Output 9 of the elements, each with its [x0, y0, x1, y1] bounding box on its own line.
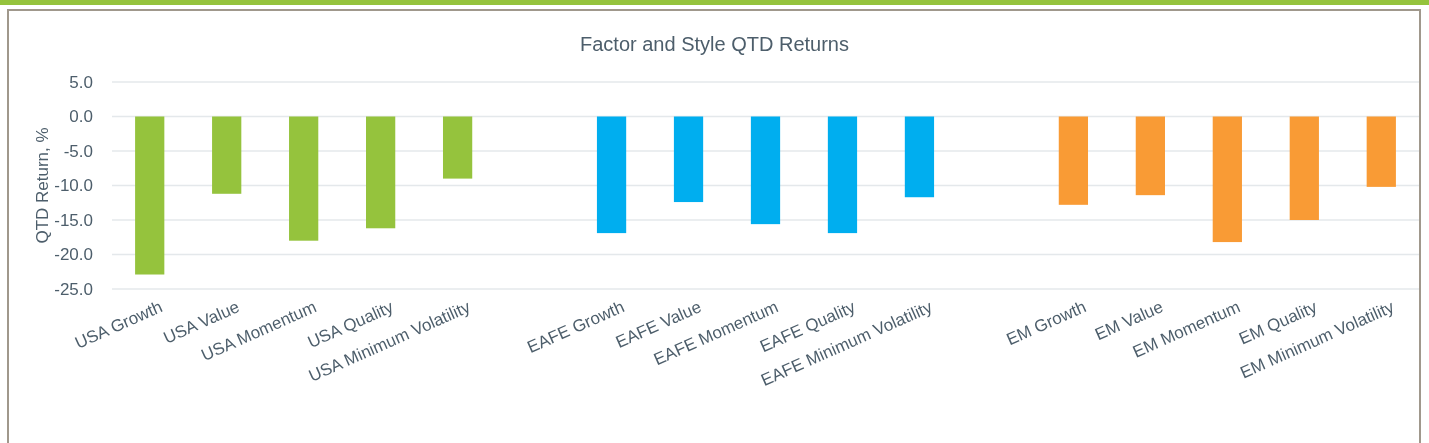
y-tick-label: -5.0: [63, 141, 93, 161]
y-tick-label: -25.0: [54, 279, 93, 299]
y-axis-title: QTD Return, %: [33, 127, 52, 244]
y-tick-label: 5.0: [69, 72, 93, 92]
y-tick-label: -20.0: [54, 245, 93, 265]
y-tick-label: -15.0: [54, 210, 93, 230]
y-tick-label: -10.0: [54, 176, 93, 196]
chart-title: Factor and Style QTD Returns: [580, 33, 849, 55]
y-tick-label: 0.0: [69, 107, 93, 127]
